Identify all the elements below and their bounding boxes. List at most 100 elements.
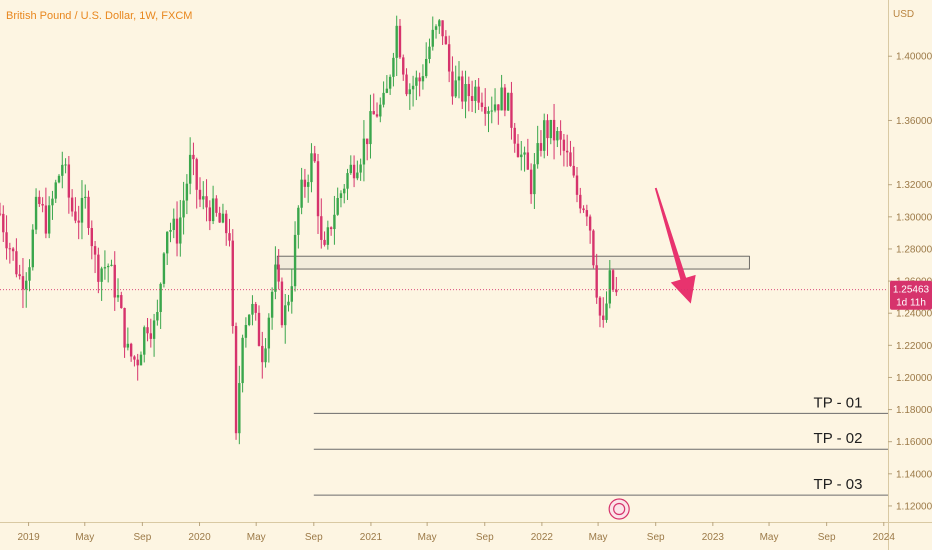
candle-body (38, 196, 41, 204)
candle-body (103, 267, 107, 269)
y-tick-label: 1.24000 (896, 309, 932, 320)
resistance-zone[interactable] (276, 255, 750, 270)
candle-body (188, 154, 192, 184)
candle-body (264, 348, 267, 363)
candle-body (261, 345, 264, 363)
candle-body (211, 198, 215, 222)
candle-body (169, 230, 172, 232)
x-tick-label: 2023 (702, 532, 725, 543)
x-tick-label: Sep (818, 532, 836, 543)
price-tag[interactable] (890, 280, 932, 310)
candle-body (418, 77, 421, 82)
x-tick-label: Sep (647, 532, 665, 543)
candle-body (221, 213, 225, 223)
candle-body (556, 131, 559, 141)
x-tick-label: 2019 (17, 532, 40, 543)
candle-body (461, 76, 464, 102)
candle-body (31, 229, 34, 268)
x-tick-label: 2024 (873, 532, 896, 543)
candle-body (270, 291, 274, 318)
candle-body (152, 320, 156, 339)
tp-label: TP - 01 (814, 394, 863, 411)
candle-body (205, 196, 208, 208)
candle-body (395, 25, 398, 58)
candle-body (84, 196, 87, 198)
candle-body (365, 138, 369, 145)
y-tick-label: 1.18000 (896, 405, 932, 416)
tp-label: TP - 02 (814, 430, 863, 447)
candle-body (480, 102, 484, 107)
candle-body (300, 179, 303, 208)
candle-body (572, 165, 575, 176)
candle-body (529, 169, 533, 195)
candle-body (5, 232, 8, 249)
candle-body (454, 80, 457, 97)
candle-body (303, 179, 307, 187)
candle-body (18, 274, 21, 277)
candle-body (21, 276, 25, 290)
candle-body (323, 239, 326, 245)
candle-body (490, 110, 493, 112)
candle-body (539, 143, 543, 151)
candle-body (149, 333, 153, 339)
candle-body (8, 248, 12, 250)
candle-body (257, 312, 261, 346)
projection-arrow[interactable] (654, 187, 696, 304)
candle-body (356, 172, 359, 179)
y-tick-label: 1.36000 (896, 116, 932, 127)
x-tick-label: May (247, 532, 266, 543)
price-axis-panel[interactable] (888, 0, 932, 550)
candle-body (195, 159, 198, 190)
candle-body (388, 76, 392, 89)
candle-body (592, 230, 595, 266)
candle-body (41, 203, 44, 206)
candle-body (254, 303, 257, 313)
logo-badge (608, 498, 630, 520)
candle-body (34, 196, 38, 230)
candle-body (228, 233, 231, 241)
candle-body (569, 152, 572, 166)
candle-body (310, 153, 313, 183)
candle-body (182, 200, 185, 218)
candle-body (280, 281, 284, 326)
candle-body (329, 227, 333, 230)
candle-body (559, 131, 562, 140)
candle-body (523, 152, 526, 155)
candle-body (579, 194, 582, 209)
candle-body (116, 295, 120, 298)
candle-body (605, 303, 608, 320)
candle-body (333, 214, 336, 230)
candle-body (536, 143, 539, 165)
candle-body (247, 314, 251, 325)
candle-body (123, 308, 126, 348)
candle-body (582, 208, 585, 211)
candle-body (447, 44, 451, 72)
candle-body (51, 198, 54, 206)
candle-body (343, 188, 346, 194)
candle-body (54, 182, 57, 199)
y-tick-label: 1.20000 (896, 373, 932, 384)
candle-body (457, 76, 461, 81)
time-axis-panel[interactable] (0, 522, 888, 550)
candle-body (274, 264, 277, 292)
candle-body (408, 89, 412, 95)
candle-body (506, 92, 510, 111)
candle-body (352, 164, 356, 179)
y-tick-label: 1.12000 (896, 501, 932, 512)
x-tick-label: May (418, 532, 437, 543)
candle-body (526, 152, 530, 170)
candle-body (444, 36, 448, 45)
candle-body (0, 213, 2, 215)
candle-body (97, 254, 100, 282)
candle-body (162, 253, 166, 284)
candle-body (441, 20, 444, 37)
candle-body (546, 120, 549, 139)
candle-body (218, 212, 221, 223)
candle-body (464, 84, 467, 102)
candle-body (93, 246, 97, 255)
candle-body (513, 127, 516, 144)
x-tick-label: May (760, 532, 779, 543)
candle-body (267, 317, 271, 349)
candle-body (47, 205, 51, 234)
